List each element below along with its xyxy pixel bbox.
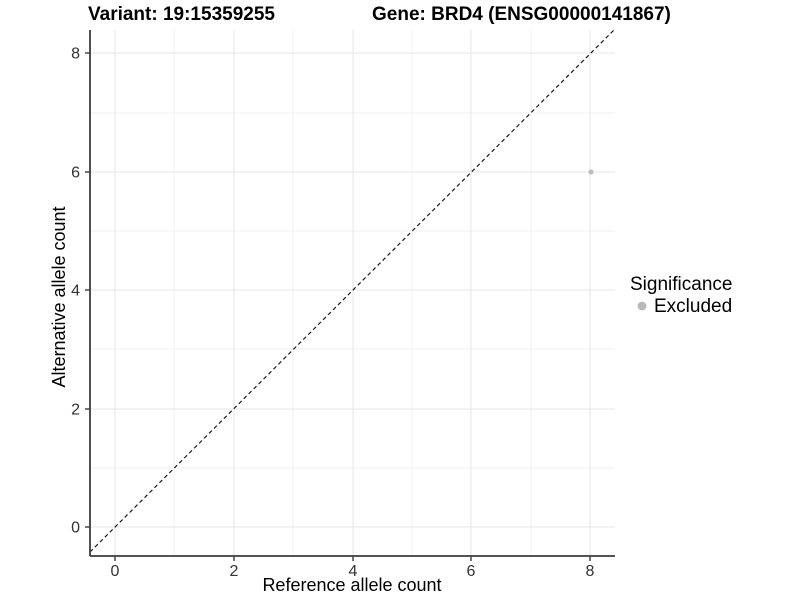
x-tick-label: 8 (586, 563, 595, 580)
x-tick-label: 0 (111, 563, 120, 580)
legend-label-excluded: Excluded (654, 296, 732, 317)
legend: Significance Excluded (630, 274, 732, 317)
y-tick-marks (85, 52, 90, 528)
y-tick-labels: 0 2 4 6 8 (71, 46, 80, 537)
y-tick-label: 4 (71, 283, 80, 300)
identity-line (89, 28, 616, 553)
data-point-excluded (588, 169, 594, 175)
x-tick-label: 2 (230, 563, 239, 580)
y-tick-label: 8 (71, 46, 80, 63)
y-tick-label: 6 (71, 165, 80, 182)
x-tick-label: 6 (467, 563, 476, 580)
y-tick-label: 2 (71, 402, 80, 419)
x-tick-labels: 0 2 4 6 8 (111, 563, 595, 580)
y-tick-label: 0 (71, 520, 80, 537)
x-axis-title: Reference allele count (262, 575, 441, 595)
x-tick-label: 4 (349, 563, 358, 580)
x-tick-marks (114, 556, 591, 561)
legend-title: Significance (630, 274, 732, 295)
plot-title-gene: Gene: BRD4 (ENSG00000141867) (372, 4, 671, 25)
plot-title-variant: Variant: 19:15359255 (88, 4, 275, 25)
legend-key-excluded-icon (637, 301, 647, 311)
gridlines-major (90, 30, 615, 556)
y-axis-title: Alternative allele count (49, 206, 69, 387)
